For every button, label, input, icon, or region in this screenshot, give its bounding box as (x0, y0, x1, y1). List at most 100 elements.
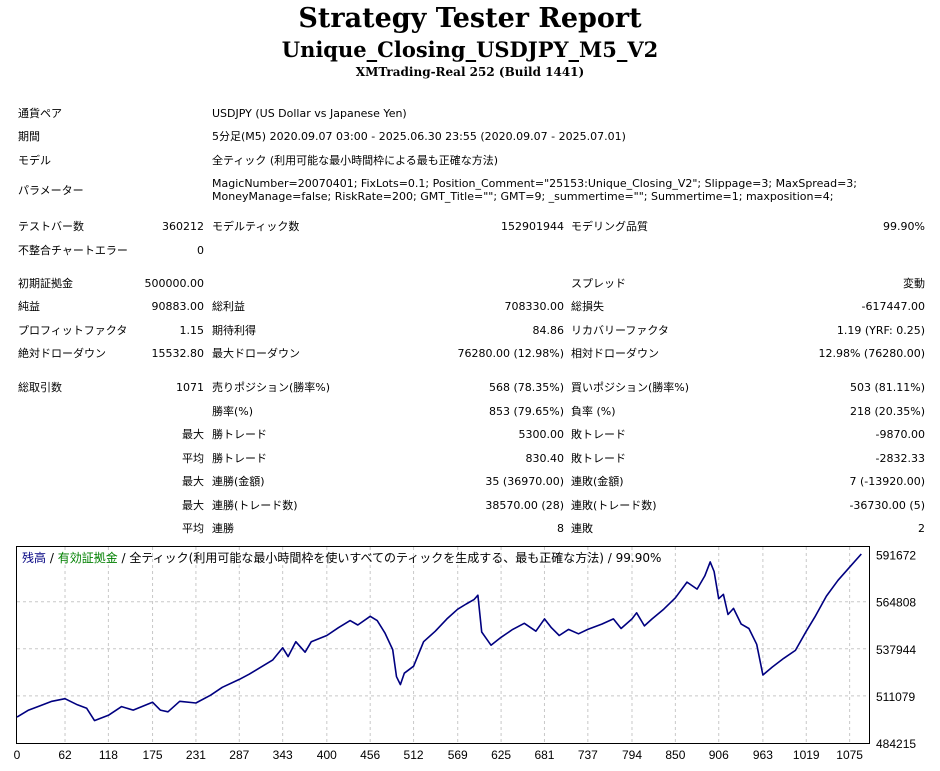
total-trades-label: 総取引数 (18, 381, 62, 394)
avg-cons-wins-value: 8 (557, 522, 564, 535)
period-label: 期間 (18, 130, 40, 143)
y-tick-label: 564808 (876, 596, 916, 610)
quality-value: 99.90% (883, 220, 925, 233)
ea-name: Unique_Closing_USDJPY_M5_V2 (281, 37, 659, 62)
bars-value: 360212 (162, 220, 204, 233)
params-line-2: MoneyManage=false; RiskRate=200; GMT_Tit… (212, 190, 834, 203)
max-drawdown-label: 最大ドローダウン (212, 347, 300, 360)
profit-factor-value: 1.15 (179, 324, 205, 337)
long-positions-value: 503 (81.11%) (849, 381, 925, 394)
largest-win-value: 5300.00 (518, 428, 565, 441)
recovery-factor-value: 1.19 (YRF: 0.25) (836, 324, 925, 337)
deposit-value: 500000.00 (144, 277, 205, 290)
x-tick-label: 906 (709, 748, 729, 762)
avg-cons-losses-label: 連敗 (571, 522, 593, 535)
server-build: XMTrading-Real 252 (Build 1441) (355, 65, 585, 79)
spread-value: 変動 (903, 277, 925, 290)
cons-profit-label: 連勝(トレード数) (212, 499, 298, 512)
largest-loss-value: -9870.00 (875, 428, 925, 441)
x-tick-label: 625 (491, 748, 511, 762)
quality-label: モデリング品質 (571, 220, 648, 233)
largest-label: 最大 (182, 428, 204, 441)
ticks-label: モデルティック数 (212, 220, 300, 233)
x-tick-label: 737 (578, 748, 598, 762)
y-tick-label: 484215 (876, 737, 916, 751)
y-tick-label: 591672 (876, 549, 916, 563)
mismatch-label: 不整合チャートエラー (18, 244, 128, 257)
x-tick-label: 569 (448, 748, 468, 762)
cons-loss-label: 連敗(トレード数) (571, 499, 657, 512)
x-tick-label: 231 (186, 748, 206, 762)
bars-label: テストバー数 (18, 220, 84, 233)
cons-wins-label: 連勝(金額) (212, 475, 265, 488)
loss-rate-label: 負率 (%) (571, 405, 616, 418)
avg-loss-value: -2832.33 (875, 452, 925, 465)
x-tick-label: 62 (58, 748, 72, 762)
symbol-label: 通貨ペア (18, 107, 62, 120)
y-tick-label: 537944 (876, 643, 916, 657)
period-value: 5分足(M5) 2020.09.07 03:00 - 2025.06.30 23… (212, 130, 626, 143)
x-tick-label: 456 (360, 748, 380, 762)
expected-payoff-value: 84.86 (532, 324, 565, 337)
params-line-1: MagicNumber=20070401; FixLots=0.1; Posit… (212, 177, 857, 190)
x-tick-label: 175 (143, 748, 163, 762)
cons-loss-value: -36730.00 (5) (849, 499, 925, 512)
largest-loss-label: 敗トレード (571, 428, 626, 441)
rel-drawdown-label: 相対ドローダウン (571, 347, 659, 360)
x-tick-label: 400 (317, 748, 337, 762)
cons-profit-value: 38570.00 (28) (485, 499, 564, 512)
legend-model-text: 全ティック(利用可能な最小時間枠を使いすべてのティックを生成する、最も正確な方法… (129, 551, 662, 565)
net-profit-label: 純益 (18, 300, 40, 313)
profit-factor-label: プロフィットファクタ (18, 324, 128, 337)
avg-win-value: 830.40 (525, 452, 565, 465)
cons-losses-label: 連敗(金額) (571, 475, 624, 488)
abs-drawdown-label: 絶対ドローダウン (18, 347, 106, 360)
short-positions-value: 568 (78.35%) (488, 381, 564, 394)
average-label: 平均 (182, 452, 204, 465)
short-positions-label: 売りポジション(勝率%) (212, 381, 331, 394)
x-tick-label: 0 (14, 748, 21, 762)
chart-legend: 残高 / 有効証拠金 / 全ティック(利用可能な最小時間枠を使いすべてのティック… (22, 550, 661, 566)
model-value: 全ティック (利用可能な最小時間枠による最も正確な方法) (212, 154, 499, 167)
gross-loss-label: 総損失 (571, 300, 604, 313)
max-drawdown-value: 76280.00 (12.98%) (457, 347, 564, 360)
legend-separator: / (46, 551, 58, 565)
expected-payoff-label: 期待利得 (212, 324, 256, 337)
win-rate-label: 勝率(%) (212, 405, 254, 418)
y-tick-label: 511079 (876, 690, 915, 704)
avg-loss-label: 敗トレード (571, 452, 626, 465)
win-rate-value: 853 (79.65%) (488, 405, 564, 418)
cons-wins-value: 35 (36970.00) (485, 475, 564, 488)
x-tick-label: 512 (404, 748, 424, 762)
equity-chart-frame (16, 546, 870, 744)
ticks-value: 152901944 (501, 220, 564, 233)
model-label: モデル (18, 154, 51, 167)
legend-equity: 有効証拠金 (57, 551, 118, 565)
report-title: Strategy Tester Report (298, 3, 642, 34)
spread-label: スプレッド (571, 277, 626, 290)
long-positions-label: 買いポジション(勝率%) (571, 381, 690, 394)
gross-profit-value: 708330.00 (504, 300, 565, 313)
gross-profit-label: 総利益 (212, 300, 245, 313)
x-tick-label: 118 (99, 748, 118, 762)
x-tick-label: 1019 (793, 748, 820, 762)
x-tick-label: 681 (534, 748, 554, 762)
avg-cons-wins-label: 連勝 (212, 522, 234, 535)
largest-win-label: 勝トレード (212, 428, 267, 441)
params-label: パラメーター (18, 184, 84, 197)
recovery-factor-label: リカバリーファクタ (571, 324, 669, 337)
x-tick-label: 850 (665, 748, 685, 762)
x-tick-label: 794 (622, 748, 642, 762)
x-tick-label: 287 (229, 748, 249, 762)
mismatch-value: 0 (197, 244, 204, 257)
gross-loss-value: -617447.00 (861, 300, 925, 313)
x-tick-label: 963 (753, 748, 773, 762)
avg-cons-losses-value: 2 (918, 522, 925, 535)
average-cons-label: 平均 (182, 522, 204, 535)
rel-drawdown-value: 12.98% (76280.00) (818, 347, 925, 360)
avg-win-label: 勝トレード (212, 452, 267, 465)
x-tick-label: 343 (273, 748, 293, 762)
cons-losses-value: 7 (-13920.00) (849, 475, 925, 488)
loss-rate-value: 218 (20.35%) (849, 405, 925, 418)
